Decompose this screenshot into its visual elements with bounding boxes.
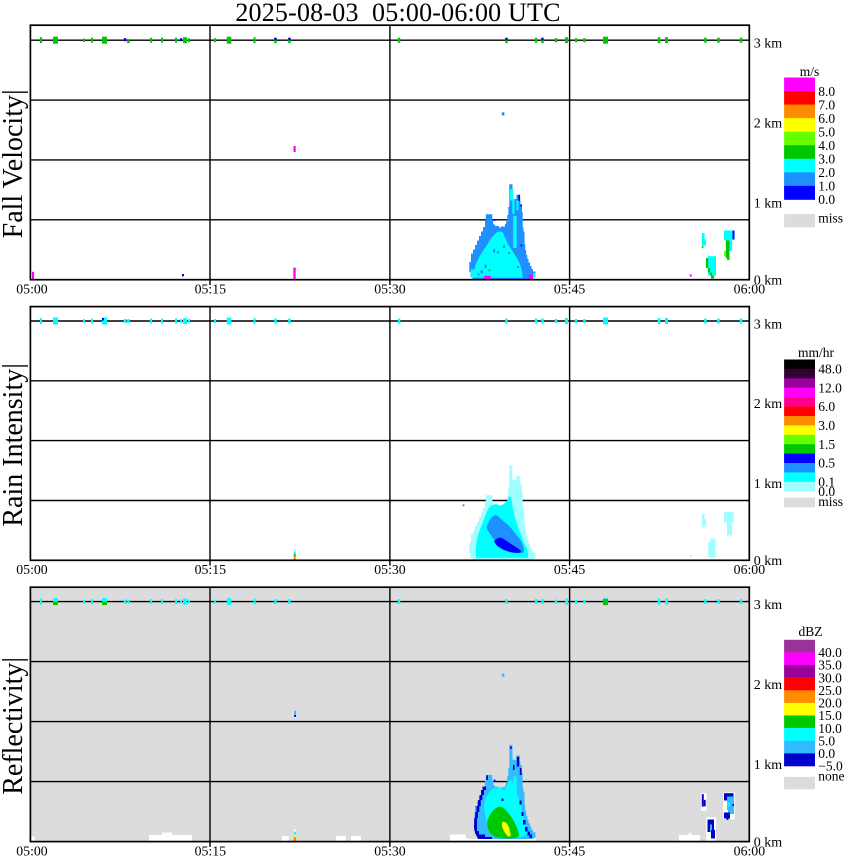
svg-text:30.0: 30.0 [818,670,842,685]
svg-text:06:00: 06:00 [734,281,766,296]
svg-text:3.0: 3.0 [818,152,835,167]
svg-text:05:00: 05:00 [16,562,48,577]
svg-text:−5.0: −5.0 [818,759,843,774]
svg-text:05:00: 05:00 [16,843,48,858]
svg-text:05:15: 05:15 [195,281,227,296]
svg-text:4.0: 4.0 [818,138,835,153]
svg-text:2025-08-03 05:00-06:00 UTC: 2025-08-03 05:00-06:00 UTC [235,0,560,27]
svg-text:05:15: 05:15 [195,562,227,577]
svg-text:05:00: 05:00 [16,281,48,296]
svg-text:20.0: 20.0 [818,696,842,711]
svg-text:3 km: 3 km [754,317,783,332]
svg-text:2.0: 2.0 [818,165,835,180]
svg-text:1.5: 1.5 [818,437,835,452]
svg-text:35.0: 35.0 [818,658,842,673]
svg-text:6.0: 6.0 [818,399,835,414]
svg-text:3 km: 3 km [754,598,783,613]
svg-text:05:30: 05:30 [374,281,406,296]
svg-text:1.0: 1.0 [818,179,835,194]
svg-text:06:00: 06:00 [734,843,766,858]
svg-text:0.0: 0.0 [818,746,835,761]
svg-text:3 km: 3 km [754,37,783,52]
svg-text:1 km: 1 km [754,196,783,211]
svg-text:0.5: 0.5 [818,456,835,471]
svg-text:miss: miss [818,210,843,225]
svg-text:0.0: 0.0 [818,192,835,207]
svg-text:Fall Velocity|: Fall Velocity| [0,89,29,238]
svg-text:06:00: 06:00 [734,562,766,577]
svg-text:12.0: 12.0 [818,380,842,395]
svg-text:7.0: 7.0 [818,97,835,112]
svg-text:0 km: 0 km [754,273,783,288]
svg-text:miss: miss [818,494,843,509]
svg-text:2 km: 2 km [754,116,783,131]
svg-text:5.0: 5.0 [818,734,835,749]
svg-text:05:45: 05:45 [554,843,586,858]
svg-text:2 km: 2 km [754,678,783,693]
svg-text:mm/hr: mm/hr [798,345,835,360]
svg-text:0.1: 0.1 [818,475,835,490]
svg-text:2 km: 2 km [754,397,783,412]
svg-text:15.0: 15.0 [818,708,842,723]
svg-text:5.0: 5.0 [818,124,835,139]
svg-text:05:45: 05:45 [554,281,586,296]
svg-text:Rain Intensity|: Rain Intensity| [0,363,29,526]
svg-text:25.0: 25.0 [818,683,842,698]
svg-text:8.0: 8.0 [818,84,835,99]
svg-text:05:45: 05:45 [554,562,586,577]
svg-text:05:30: 05:30 [374,843,406,858]
svg-text:0 km: 0 km [754,835,783,850]
svg-text:m/s: m/s [800,64,820,79]
svg-text:none: none [818,768,844,783]
svg-text:40.0: 40.0 [818,645,842,660]
svg-text:1 km: 1 km [754,758,783,773]
svg-text:05:15: 05:15 [195,843,227,858]
svg-text:3.0: 3.0 [818,418,835,433]
svg-text:0 km: 0 km [754,554,783,569]
svg-text:05:30: 05:30 [374,562,406,577]
svg-text:6.0: 6.0 [818,111,835,126]
svg-text:1 km: 1 km [754,477,783,492]
svg-text:48.0: 48.0 [818,362,842,377]
svg-text:Reflectivity|: Reflectivity| [0,657,29,795]
svg-text:0.0: 0.0 [818,484,835,499]
svg-text:10.0: 10.0 [818,721,842,736]
svg-text:dBZ: dBZ [798,624,822,639]
